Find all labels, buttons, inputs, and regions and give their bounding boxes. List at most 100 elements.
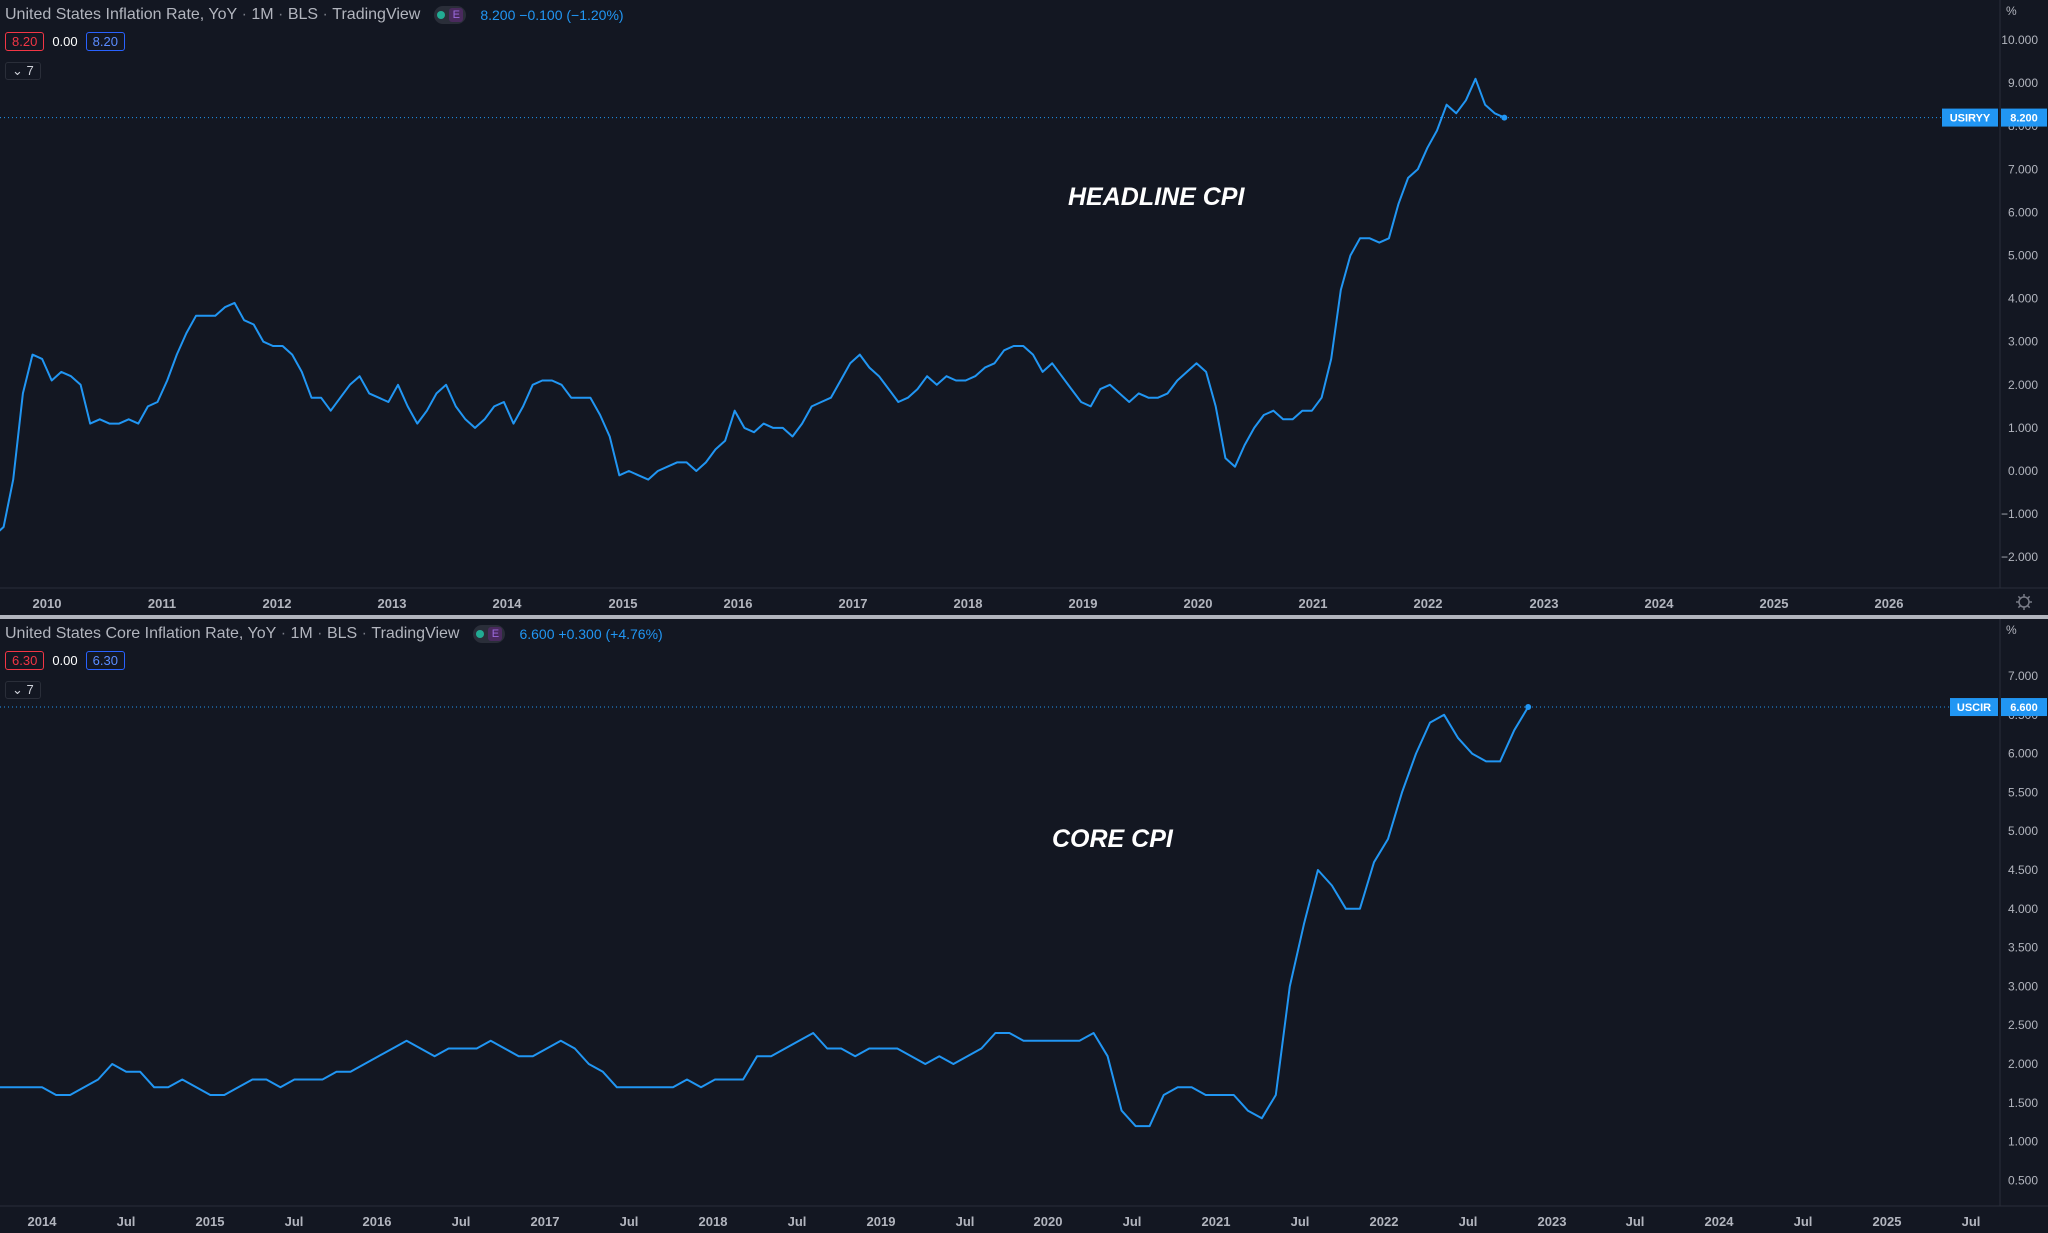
- price-tick-label: 4.000: [2008, 292, 2038, 306]
- status-pill[interactable]: E: [473, 625, 506, 643]
- price-tick-label: 2.000: [2008, 378, 2038, 392]
- gear-icon-ring: [2018, 596, 2030, 608]
- pane-divider[interactable]: [0, 615, 2048, 619]
- interval-label[interactable]: 1M: [290, 625, 313, 642]
- price-tick-label: 2.500: [2008, 1018, 2038, 1032]
- source-label: BLS: [326, 625, 358, 642]
- date-tick-label: 2016: [363, 1214, 392, 1229]
- date-tick-label: 2018: [699, 1214, 728, 1229]
- date-tick-label: 2014: [28, 1214, 58, 1229]
- chevron-down-icon: ⌄: [12, 682, 23, 697]
- date-tick-label: 2015: [609, 596, 638, 611]
- provider-label: TradingView: [332, 6, 421, 23]
- price-tick-label: 4.500: [2008, 863, 2038, 877]
- price-tick-label: 1.000: [2008, 1135, 2038, 1149]
- price-tick-label: 6.000: [2008, 205, 2038, 219]
- price-tick-label: 7.000: [2008, 669, 2038, 683]
- last-value-dot: [1525, 704, 1532, 711]
- symbol-badge-label: USCIR: [1957, 702, 1991, 714]
- price-tick-label: −1.000: [2001, 507, 2038, 521]
- date-tick-label: 2021: [1299, 596, 1328, 611]
- symbol-title[interactable]: United States Core Inflation Rate, YoY: [5, 625, 277, 642]
- value-box-sell[interactable]: 6.30: [5, 651, 45, 670]
- price-badge: [2001, 698, 2047, 717]
- date-tick-label: 2013: [378, 596, 407, 611]
- symbol-badge: [1950, 698, 1998, 717]
- date-tick-label: Jul: [788, 1214, 807, 1229]
- date-tick-label: 2020: [1184, 596, 1213, 611]
- date-tick-label: Jul: [1794, 1214, 1813, 1229]
- date-tick-label: 2016: [724, 596, 753, 611]
- date-tick-label: 2023: [1530, 596, 1559, 611]
- gear-icon[interactable]: [2016, 594, 2032, 610]
- date-tick-label: 2022: [1414, 596, 1443, 611]
- market-status-icon: [476, 630, 485, 638]
- price-tick-label: 2.000: [2008, 1057, 2038, 1071]
- price-badge-label: 8.200: [2010, 113, 2038, 125]
- symbol-badge-label: USIRYY: [1950, 113, 1991, 125]
- provider-label: TradingView: [371, 625, 460, 642]
- price-tick-label: 0.000: [2008, 464, 2038, 478]
- value-box-sell[interactable]: 8.20: [5, 32, 45, 51]
- price-tick-label: 0.500: [2008, 1173, 2038, 1187]
- price-tick-label: 5.000: [2008, 824, 2038, 838]
- ohlc-values: 6.30 0.00 6.30: [5, 651, 125, 670]
- value-box-buy[interactable]: 8.20: [85, 32, 125, 51]
- market-status-icon: [437, 11, 446, 19]
- indicators-toggle[interactable]: ⌄ 7: [5, 62, 41, 80]
- date-tick-label: Jul: [620, 1214, 639, 1229]
- symbol-badge: [1942, 108, 1998, 127]
- date-tick-label: 2024: [1705, 1214, 1735, 1229]
- symbol-title[interactable]: United States Inflation Rate, YoY: [5, 6, 238, 23]
- price-tick-label: 9.000: [2008, 76, 2038, 90]
- date-tick-label: 2011: [148, 596, 176, 611]
- date-tick-label: 2014: [493, 596, 523, 611]
- price-tick-label: −2.000: [2001, 550, 2038, 564]
- price-badge: [2001, 108, 2047, 127]
- price-tick-label: 3.000: [2008, 979, 2038, 993]
- indicators-toggle[interactable]: ⌄ 7: [5, 681, 41, 699]
- series-line-usiryy: [0, 77, 1505, 532]
- date-tick-label: 2010: [33, 596, 62, 611]
- date-tick-label: Jul: [117, 1214, 136, 1229]
- price-tick-label: 1.500: [2008, 1096, 2038, 1110]
- spread-value: 0.00: [52, 34, 78, 49]
- date-tick-label: Jul: [1459, 1214, 1478, 1229]
- date-tick-label: 2019: [1069, 596, 1098, 611]
- pane-header: United States Core Inflation Rate, YoY ·…: [5, 625, 663, 643]
- gear-icon-tooth: [2027, 605, 2031, 609]
- interval-label[interactable]: 1M: [251, 6, 274, 23]
- source-label: BLS: [287, 6, 319, 23]
- price-tick-label: 6.000: [2008, 747, 2038, 761]
- date-tick-label: 2017: [531, 1214, 560, 1229]
- core-cpi-pane[interactable]: %7.0006.5006.0005.5005.0004.5004.0003.50…: [0, 619, 2048, 1233]
- price-tick-label: 3.000: [2008, 335, 2038, 349]
- price-tick-label: 4.000: [2008, 902, 2038, 916]
- percent-label: %: [2006, 4, 2017, 18]
- series-line-uscir: [0, 706, 1530, 1128]
- date-tick-label: 2017: [839, 596, 868, 611]
- value-box-buy[interactable]: 6.30: [85, 651, 125, 670]
- indicators-count: 7: [26, 682, 34, 697]
- percent-label: %: [2006, 623, 2017, 637]
- ohlc-values: 8.20 0.00 8.20: [5, 32, 125, 51]
- events-icon: E: [488, 627, 503, 641]
- chart-annotation: HEADLINE CPI: [1068, 183, 1245, 211]
- date-tick-label: Jul: [1123, 1214, 1142, 1229]
- date-tick-label: 2025: [1873, 1214, 1902, 1229]
- date-tick-label: 2015: [196, 1214, 225, 1229]
- headline-cpi-chart[interactable]: %10.0009.0008.0007.0006.0005.0004.0003.0…: [0, 0, 2048, 615]
- date-tick-label: 2012: [263, 596, 292, 611]
- status-pill[interactable]: E: [434, 6, 467, 24]
- price-tick-label: 3.500: [2008, 941, 2038, 955]
- date-tick-label: 2018: [954, 596, 983, 611]
- price-tick-label: 1.000: [2008, 421, 2038, 435]
- last-value-info: 8.200 −0.100 (−1.20%): [480, 7, 624, 23]
- date-tick-label: 2019: [867, 1214, 896, 1229]
- gear-icon-tooth: [2017, 595, 2021, 599]
- chart-annotation: CORE CPI: [1052, 825, 1174, 853]
- headline-cpi-pane[interactable]: %10.0009.0008.0007.0006.0005.0004.0003.0…: [0, 0, 2048, 615]
- core-cpi-chart[interactable]: %7.0006.5006.0005.5005.0004.5004.0003.50…: [0, 619, 2048, 1233]
- date-tick-label: Jul: [1962, 1214, 1981, 1229]
- date-tick-label: Jul: [1626, 1214, 1645, 1229]
